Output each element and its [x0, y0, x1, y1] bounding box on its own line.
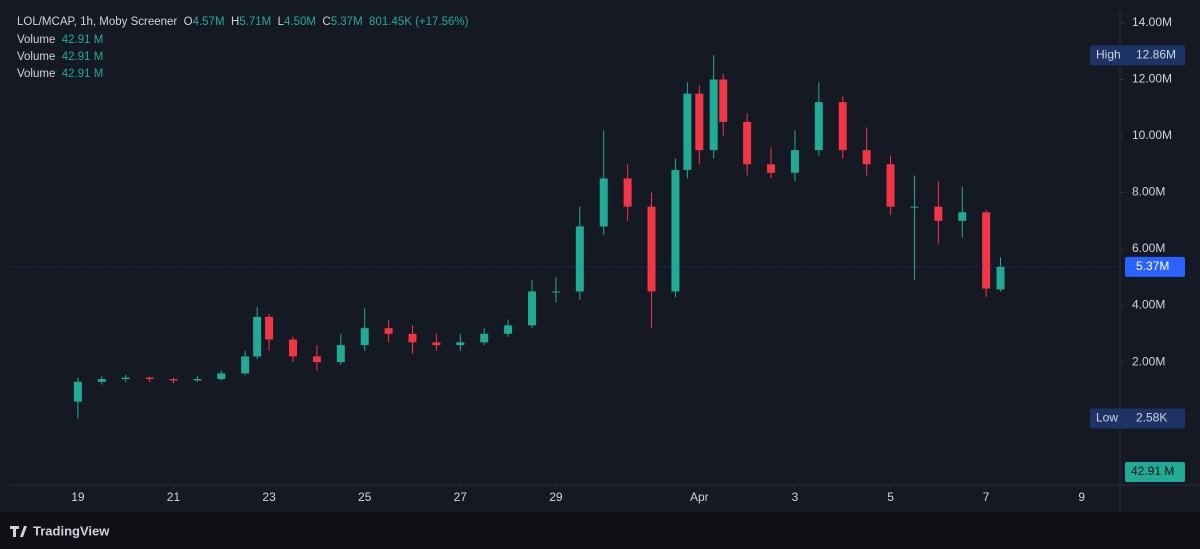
x-tick-label: 3 [792, 490, 799, 504]
high-badge [1090, 45, 1185, 66]
candle-body [504, 325, 513, 334]
ohlc-key: O [183, 16, 193, 28]
footer-bg [0, 512, 1200, 549]
candle-body [743, 121, 752, 165]
ohlc-value: 5.37M [330, 16, 363, 28]
candle-body [480, 333, 489, 343]
x-tick-label: 25 [358, 490, 372, 504]
y-tick-label: 12.00M [1132, 72, 1172, 86]
candle-body [551, 291, 560, 293]
ohlc-key: H [230, 16, 240, 28]
candle-body [862, 150, 871, 165]
candle-body [934, 206, 943, 221]
brand: TradingView [33, 523, 110, 538]
candle-body [193, 379, 202, 381]
candle-body [709, 79, 718, 151]
x-tick-label: 19 [71, 490, 85, 504]
candle-body [432, 342, 441, 346]
candle-body [265, 316, 274, 340]
candle-body [312, 356, 321, 363]
x-tick-label: Apr [690, 490, 709, 504]
candle-body [886, 164, 895, 207]
ohlc-value: 5.71M [239, 16, 272, 28]
candle-body [253, 316, 262, 357]
candle-body [767, 164, 776, 173]
candle-body [241, 356, 250, 374]
candle-body [958, 212, 967, 221]
low-badge [1090, 408, 1185, 429]
candle-body [97, 379, 106, 382]
volume-name: Volume [17, 51, 56, 63]
ohlc-value: 4.57M [192, 16, 225, 28]
y-tick-label: 6.00M [1132, 241, 1165, 255]
candle-body [623, 178, 632, 207]
y-tick-label: 2.00M [1132, 354, 1165, 368]
x-tick-label: 29 [549, 490, 563, 504]
low-name: Low [1096, 411, 1118, 425]
high-name: High [1096, 47, 1121, 61]
volume-name: Volume [17, 34, 56, 46]
ohlc-value: 4.50M [284, 16, 316, 28]
high-value: 12.86M [1136, 47, 1176, 61]
candle-body [456, 342, 465, 346]
candle-body [288, 339, 297, 357]
x-tick-label: 27 [454, 490, 468, 504]
x-tick-label: 7 [983, 490, 990, 504]
low-value: 2.58K [1136, 411, 1167, 425]
last-price-label: 5.37M [1136, 259, 1169, 273]
volume-name: Volume [17, 68, 56, 80]
candle-body [599, 178, 608, 227]
header: LOL/MCAP, 1h, Moby Screener O4.57M H5.71… [17, 16, 468, 28]
x-tick-label: 21 [167, 490, 181, 504]
volume-row: Volume 42.91 M [17, 34, 103, 46]
candle-body [360, 328, 369, 346]
candle-body [336, 345, 345, 363]
candle-body [121, 377, 130, 380]
candles [73, 55, 1005, 419]
candle-body [169, 379, 178, 381]
candle-body [528, 291, 537, 326]
candle-body [838, 102, 847, 151]
candle-body [910, 206, 919, 208]
symbol: LOL/MCAP, 1h, Moby Screener [17, 16, 178, 28]
candle-body [683, 93, 692, 170]
volume-value: 42.91 M [61, 34, 104, 46]
y-tick-label: 14.00M [1132, 15, 1172, 29]
volume-row: Volume 42.91 M [17, 68, 103, 80]
ohlc-key: C [322, 16, 331, 28]
ohlc-key: L [277, 16, 285, 28]
volume-row: Volume 42.91 M [17, 51, 103, 63]
candle-body [145, 377, 154, 380]
candle-body [996, 266, 1005, 290]
candle-body [982, 212, 991, 289]
candle-body [814, 102, 823, 151]
x-tick-label: 23 [262, 490, 276, 504]
candle-body [575, 226, 584, 292]
volume-badge-label: 42.91 M [1131, 464, 1174, 478]
change: 801.45K (+17.56%) [369, 16, 469, 28]
candle-body [647, 206, 656, 292]
y-tick-label: 10.00M [1132, 128, 1172, 142]
volume-value: 42.91 M [61, 68, 104, 80]
ohlc: O4.57M H5.71M L4.50M C5.37M [184, 16, 369, 28]
last-price-badge [1125, 256, 1185, 277]
candle-body [671, 169, 680, 292]
y-tick-label: 4.00M [1132, 298, 1165, 312]
volume-badge [1125, 462, 1185, 482]
candle-body [695, 93, 704, 151]
candle-body [384, 328, 393, 334]
y-tick-label: 8.00M [1132, 185, 1165, 199]
candle-body [790, 150, 799, 173]
volume-value: 42.91 M [61, 51, 104, 63]
candle-body [217, 373, 226, 380]
x-tick-label: 5 [887, 490, 894, 504]
brand-logo [10, 526, 27, 537]
candle-body [73, 381, 82, 402]
candle-body [719, 79, 728, 122]
x-tick-label: 9 [1078, 490, 1085, 504]
candle-body [408, 333, 417, 343]
